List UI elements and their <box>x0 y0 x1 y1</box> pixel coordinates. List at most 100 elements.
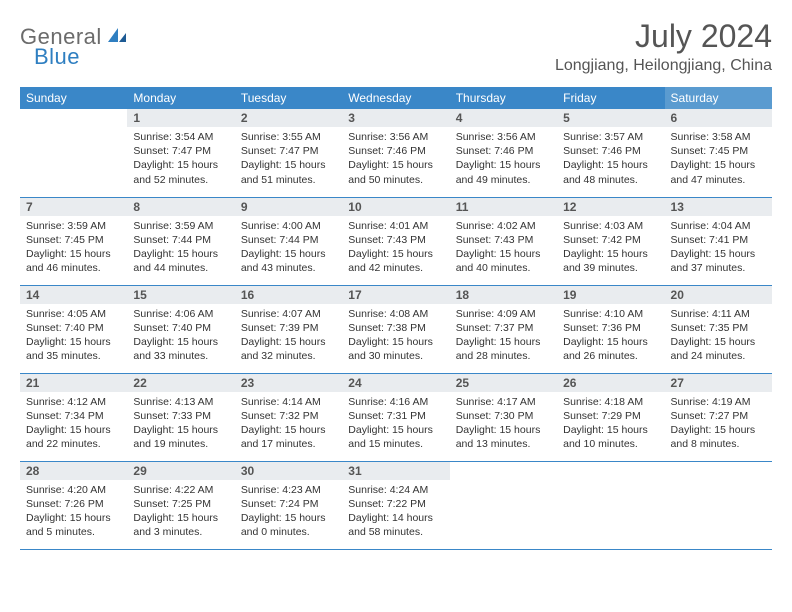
sunrise-line: Sunrise: 4:17 AM <box>456 395 551 409</box>
sunset-line: Sunset: 7:43 PM <box>348 233 443 247</box>
calendar-day-cell: 13Sunrise: 4:04 AMSunset: 7:41 PMDayligh… <box>665 197 772 285</box>
sunrise-line: Sunrise: 4:24 AM <box>348 483 443 497</box>
calendar-day-cell: 3Sunrise: 3:56 AMSunset: 7:46 PMDaylight… <box>342 109 449 197</box>
day-number: 11 <box>450 198 557 216</box>
day-number: 20 <box>665 286 772 304</box>
day-number: 30 <box>235 462 342 480</box>
sunset-line: Sunset: 7:25 PM <box>133 497 228 511</box>
calendar-day-cell: 23Sunrise: 4:14 AMSunset: 7:32 PMDayligh… <box>235 373 342 461</box>
calendar-day-cell: 9Sunrise: 4:00 AMSunset: 7:44 PMDaylight… <box>235 197 342 285</box>
day-content: Sunrise: 4:14 AMSunset: 7:32 PMDaylight:… <box>235 392 342 458</box>
sunset-line: Sunset: 7:24 PM <box>241 497 336 511</box>
day-content: Sunrise: 3:59 AMSunset: 7:45 PMDaylight:… <box>20 216 127 282</box>
day-number: 3 <box>342 109 449 127</box>
daylight-line: Daylight: 15 hours and 35 minutes. <box>26 335 121 363</box>
day-content: Sunrise: 3:55 AMSunset: 7:47 PMDaylight:… <box>235 127 342 193</box>
day-content: Sunrise: 4:02 AMSunset: 7:43 PMDaylight:… <box>450 216 557 282</box>
daylight-line: Daylight: 15 hours and 51 minutes. <box>241 158 336 186</box>
sunrise-line: Sunrise: 4:08 AM <box>348 307 443 321</box>
sunset-line: Sunset: 7:26 PM <box>26 497 121 511</box>
sunset-line: Sunset: 7:39 PM <box>241 321 336 335</box>
calendar-day-cell: 20Sunrise: 4:11 AMSunset: 7:35 PMDayligh… <box>665 285 772 373</box>
sunset-line: Sunset: 7:45 PM <box>671 144 766 158</box>
day-number: 22 <box>127 374 234 392</box>
day-number: 23 <box>235 374 342 392</box>
day-number: 26 <box>557 374 664 392</box>
sunrise-line: Sunrise: 3:54 AM <box>133 130 228 144</box>
day-content: Sunrise: 4:11 AMSunset: 7:35 PMDaylight:… <box>665 304 772 370</box>
weekday-header: Saturday <box>665 87 772 109</box>
sunset-line: Sunset: 7:22 PM <box>348 497 443 511</box>
day-number: 18 <box>450 286 557 304</box>
sunset-line: Sunset: 7:30 PM <box>456 409 551 423</box>
calendar-day-cell: 22 Sunrise: 4:13 AMSunset: 7:33 PMDayligh… <box>127 373 234 461</box>
sunset-line: Sunset: 7:29 PM <box>563 409 658 423</box>
weekday-header: Sunday <box>20 87 127 109</box>
calendar-day-cell: 27Sunrise: 4:19 AMSunset: 7:27 PMDayligh… <box>665 373 772 461</box>
weekday-header: Thursday <box>450 87 557 109</box>
daylight-line: Daylight: 15 hours and 28 minutes. <box>456 335 551 363</box>
day-number: 25 <box>450 374 557 392</box>
sunset-line: Sunset: 7:31 PM <box>348 409 443 423</box>
sunset-line: Sunset: 7:34 PM <box>26 409 121 423</box>
calendar-day-cell: 2Sunrise: 3:55 AMSunset: 7:47 PMDaylight… <box>235 109 342 197</box>
sunset-line: Sunset: 7:35 PM <box>671 321 766 335</box>
sunrise-line: Sunrise: 4:10 AM <box>563 307 658 321</box>
calendar-day-cell: 11Sunrise: 4:02 AMSunset: 7:43 PMDayligh… <box>450 197 557 285</box>
day-content: Sunrise: 4:09 AMSunset: 7:37 PMDaylight:… <box>450 304 557 370</box>
calendar-day-cell: 5Sunrise: 3:57 AMSunset: 7:46 PMDaylight… <box>557 109 664 197</box>
calendar-week-row: 21Sunrise: 4:12 AMSunset: 7:34 PMDayligh… <box>20 373 772 461</box>
sunrise-line: Sunrise: 4:05 AM <box>26 307 121 321</box>
daylight-line: Daylight: 15 hours and 5 minutes. <box>26 511 121 539</box>
logo-text-blue: Blue <box>34 44 80 69</box>
sunset-line: Sunset: 7:40 PM <box>133 321 228 335</box>
sunrise-line: Sunrise: 4:13 AM <box>133 395 228 409</box>
day-content: Sunrise: 4:24 AMSunset: 7:22 PMDaylight:… <box>342 480 449 546</box>
calendar-day-cell <box>665 461 772 549</box>
day-content: Sunrise: 4:06 AMSunset: 7:40 PMDaylight:… <box>127 304 234 370</box>
sunset-line: Sunset: 7:33 PM <box>133 409 228 423</box>
day-content: Sunrise: 4:00 AMSunset: 7:44 PMDaylight:… <box>235 216 342 282</box>
day-number: 31 <box>342 462 449 480</box>
day-number: 12 <box>557 198 664 216</box>
day-content: Sunrise: 4:23 AMSunset: 7:24 PMDaylight:… <box>235 480 342 546</box>
day-number: 17 <box>342 286 449 304</box>
calendar-day-cell <box>450 461 557 549</box>
daylight-line: Daylight: 15 hours and 8 minutes. <box>671 423 766 451</box>
sunset-line: Sunset: 7:46 PM <box>348 144 443 158</box>
day-number: 27 <box>665 374 772 392</box>
calendar-day-cell: 7Sunrise: 3:59 AMSunset: 7:45 PMDaylight… <box>20 197 127 285</box>
day-number: 6 <box>665 109 772 127</box>
daylight-line: Daylight: 15 hours and 46 minutes. <box>26 247 121 275</box>
sunrise-line: Sunrise: 3:57 AM <box>563 130 658 144</box>
weekday-header: Wednesday <box>342 87 449 109</box>
sunset-line: Sunset: 7:47 PM <box>133 144 228 158</box>
daylight-line: Daylight: 15 hours and 49 minutes. <box>456 158 551 186</box>
calendar-day-cell: 25Sunrise: 4:17 AMSunset: 7:30 PMDayligh… <box>450 373 557 461</box>
day-number: 13 <box>665 198 772 216</box>
day-content: Sunrise: 3:58 AMSunset: 7:45 PMDaylight:… <box>665 127 772 193</box>
day-content: Sunrise: 4:08 AMSunset: 7:38 PMDaylight:… <box>342 304 449 370</box>
sunrise-line: Sunrise: 4:20 AM <box>26 483 121 497</box>
calendar-header-row: SundayMondayTuesdayWednesdayThursdayFrid… <box>20 87 772 109</box>
sunrise-line: Sunrise: 4:04 AM <box>671 219 766 233</box>
sunrise-line: Sunrise: 4:03 AM <box>563 219 658 233</box>
sunset-line: Sunset: 7:44 PM <box>241 233 336 247</box>
calendar-day-cell: 8Sunrise: 3:59 AMSunset: 7:44 PMDaylight… <box>127 197 234 285</box>
daylight-line: Daylight: 15 hours and 40 minutes. <box>456 247 551 275</box>
daylight-line: Daylight: 15 hours and 10 minutes. <box>563 423 658 451</box>
daylight-line: Daylight: 15 hours and 19 minutes. <box>133 423 228 451</box>
daylight-line: Daylight: 15 hours and 39 minutes. <box>563 247 658 275</box>
sunrise-line: Sunrise: 4:23 AM <box>241 483 336 497</box>
daylight-line: Daylight: 15 hours and 37 minutes. <box>671 247 766 275</box>
daylight-line: Daylight: 15 hours and 13 minutes. <box>456 423 551 451</box>
sunrise-line: Sunrise: 4:06 AM <box>133 307 228 321</box>
sunrise-line: Sunrise: 3:59 AM <box>26 219 121 233</box>
daylight-line: Daylight: 15 hours and 17 minutes. <box>241 423 336 451</box>
sunset-line: Sunset: 7:32 PM <box>241 409 336 423</box>
daylight-line: Daylight: 15 hours and 32 minutes. <box>241 335 336 363</box>
calendar-day-cell: 17Sunrise: 4:08 AMSunset: 7:38 PMDayligh… <box>342 285 449 373</box>
sunrise-line: Sunrise: 3:56 AM <box>456 130 551 144</box>
sunrise-line: Sunrise: 4:16 AM <box>348 395 443 409</box>
day-content: Sunrise: 4:17 AMSunset: 7:30 PMDaylight:… <box>450 392 557 458</box>
